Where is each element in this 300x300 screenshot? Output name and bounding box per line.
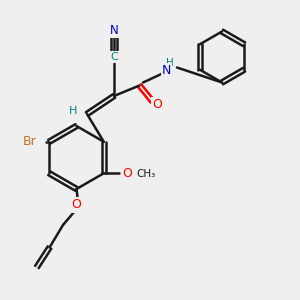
Text: C: C bbox=[110, 52, 118, 62]
Text: H: H bbox=[166, 58, 173, 68]
Text: H: H bbox=[69, 106, 78, 116]
Text: O: O bbox=[153, 98, 162, 112]
Text: O: O bbox=[122, 167, 132, 180]
Text: O: O bbox=[72, 198, 81, 212]
Text: N: N bbox=[110, 23, 118, 37]
Text: N: N bbox=[162, 64, 171, 77]
Text: Br: Br bbox=[22, 135, 36, 148]
Text: CH₃: CH₃ bbox=[137, 169, 156, 179]
